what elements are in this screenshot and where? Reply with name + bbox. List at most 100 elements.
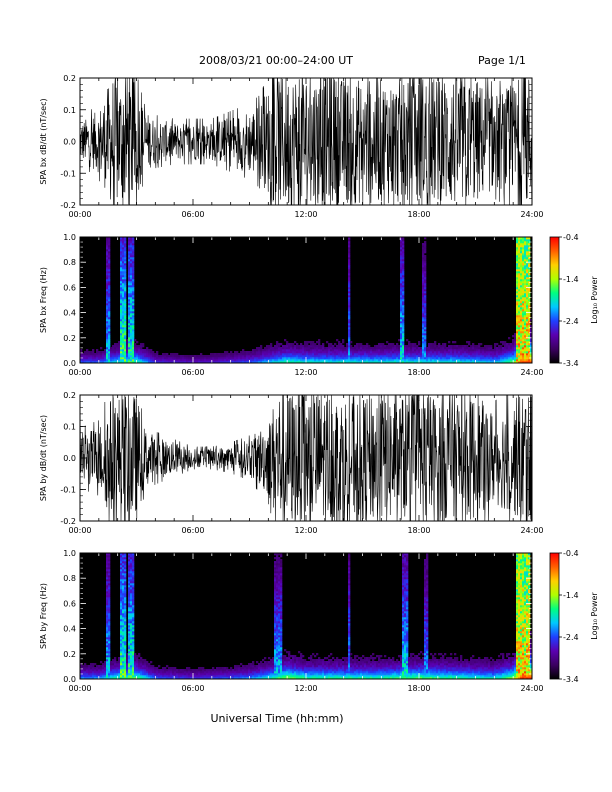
spectrogram-cell <box>480 361 483 364</box>
spectrogram-cell <box>220 359 223 362</box>
spectrogram-cell <box>82 669 85 672</box>
spectrogram-cell <box>270 677 273 680</box>
spectrogram-cell <box>506 361 509 364</box>
spectrogram-cell <box>298 357 301 360</box>
spectrogram-cell <box>162 355 165 358</box>
spectrogram-cell <box>400 337 403 340</box>
spectrogram-cell <box>306 351 309 354</box>
spectrogram-cell <box>524 245 527 248</box>
spectrogram-cell <box>292 357 295 360</box>
spectrogram-cell <box>274 657 277 660</box>
spectrogram-cell <box>106 337 109 340</box>
spectrogram-cell <box>492 349 495 352</box>
spectrogram-cell <box>262 353 265 356</box>
spectrogram-cell <box>304 675 307 678</box>
spectrogram-cell <box>146 347 149 350</box>
spectrogram-cell <box>204 669 207 672</box>
spectrogram-cell <box>520 319 523 322</box>
spectrogram-cell <box>164 357 167 360</box>
spectrogram-cell <box>520 259 523 262</box>
spectrogram-cell <box>122 625 125 628</box>
spectrogram-cell <box>444 359 447 362</box>
spectrogram-cell <box>120 645 123 648</box>
spectrogram-cell <box>112 359 115 362</box>
spectrogram-cell <box>530 351 533 354</box>
spectrogram-cell <box>130 561 133 564</box>
spectrogram-cell <box>456 351 459 354</box>
spectrogram-cell <box>452 349 455 352</box>
spectrogram-cell <box>120 669 123 672</box>
spectrogram-cell <box>482 353 485 356</box>
spectrogram-cell <box>316 359 319 362</box>
spectrogram-cell <box>286 671 289 674</box>
spectrogram-cell <box>276 563 279 566</box>
spectrogram-cell <box>300 659 303 662</box>
spectrogram-cell <box>130 669 133 672</box>
spectrogram-cell <box>124 571 127 574</box>
spectrogram-cell <box>482 359 485 362</box>
spectrogram-cell <box>442 357 445 360</box>
spectrogram-cell <box>290 661 293 664</box>
spectrogram-cell <box>318 361 321 364</box>
spectrogram-cell <box>320 353 323 356</box>
spectrogram-cell <box>188 677 191 680</box>
spectrogram-cell <box>522 327 525 330</box>
spectrogram-cell <box>518 267 521 270</box>
spectrogram-cell <box>130 589 133 592</box>
spectrogram-cell <box>176 671 179 674</box>
spectrogram-cell <box>402 259 405 262</box>
spectrogram-cell <box>402 319 405 322</box>
spectrogram-cell <box>146 351 149 354</box>
spectrogram-cell <box>164 677 167 680</box>
spectrogram-cell <box>402 331 405 334</box>
spectrogram-cell <box>500 361 503 364</box>
spectrogram-cell <box>526 257 529 260</box>
spectrogram-cell <box>116 349 119 352</box>
spectrogram-cell <box>494 347 497 350</box>
spectrogram-cell <box>88 675 91 678</box>
spectrogram-cell <box>522 361 525 364</box>
y-tick-label: -0.1 <box>60 486 76 495</box>
spectrogram-cell <box>202 361 205 364</box>
spectrogram-cell <box>366 349 369 352</box>
spectrogram-cell <box>128 329 131 332</box>
spectrogram-cell <box>130 585 133 588</box>
spectrogram-cell <box>122 291 125 294</box>
spectrogram-cell <box>108 329 111 332</box>
spectrogram-cell <box>216 669 219 672</box>
spectrogram-cell <box>114 345 117 348</box>
spectrogram-cell <box>518 299 521 302</box>
spectrogram-cell <box>90 353 93 356</box>
spectrogram-cell <box>244 669 247 672</box>
spectrogram-cell <box>108 331 111 334</box>
spectrogram-cell <box>128 287 131 290</box>
spectrogram-cell <box>526 267 529 270</box>
spectrogram-cell <box>102 355 105 358</box>
spectrogram-cell <box>106 343 109 346</box>
spectrogram-cell <box>108 247 111 250</box>
spectrogram-cell <box>122 559 125 562</box>
spectrogram-cell <box>132 285 135 288</box>
spectrogram-cell <box>454 357 457 360</box>
spectrogram-cell <box>524 261 527 264</box>
spectrogram-cell <box>526 359 529 362</box>
spectrogram-cell <box>108 265 111 268</box>
spectrogram-cell <box>474 345 477 348</box>
spectrogram-cell <box>400 357 403 360</box>
spectrogram-cell <box>360 357 363 360</box>
spectrogram-cell <box>174 675 177 678</box>
spectrogram-cell <box>274 357 277 360</box>
spectrogram-cell <box>358 355 361 358</box>
spectrogram-cell <box>518 331 521 334</box>
spectrogram-cell <box>294 659 297 662</box>
spectrogram-cell <box>422 295 425 298</box>
spectrogram-cell <box>160 669 163 672</box>
spectrogram-cell <box>316 663 319 666</box>
spectrogram-cell <box>104 357 107 360</box>
spectrogram-cell <box>290 671 293 674</box>
y-tick-label: 0.2 <box>63 74 76 83</box>
spectrogram-cell <box>140 669 143 672</box>
spectrogram-cell <box>184 673 187 676</box>
spectrogram-cell <box>124 597 127 600</box>
spectrogram-cell <box>442 349 445 352</box>
